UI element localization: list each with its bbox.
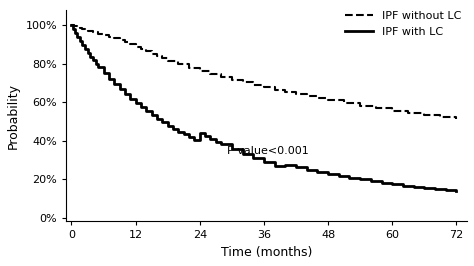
IPF with LC <box>69 23 74 27</box>
IPF without LC <box>85 28 91 31</box>
IPF with LC <box>304 168 310 171</box>
IPF without LC <box>374 107 379 110</box>
IPF with LC <box>72 31 78 34</box>
IPF without LC <box>144 49 149 53</box>
IPF with LC <box>133 101 138 105</box>
IPF without LC <box>101 34 107 37</box>
IPF without LC <box>186 63 192 66</box>
Line: IPF with LC: IPF with LC <box>72 25 456 191</box>
IPF with LC <box>454 189 459 192</box>
IPF without LC <box>454 118 459 121</box>
IPF with LC <box>411 186 417 189</box>
IPF without LC <box>69 23 74 27</box>
Text: P value<0.001: P value<0.001 <box>227 146 308 156</box>
IPF without LC <box>82 27 88 30</box>
IPF with LC <box>357 176 363 179</box>
Line: IPF without LC: IPF without LC <box>72 25 456 119</box>
X-axis label: Time (months): Time (months) <box>221 246 312 259</box>
Y-axis label: Probability: Probability <box>7 82 20 148</box>
IPF with LC <box>72 27 78 30</box>
Legend: IPF without LC, IPF with LC: IPF without LC, IPF with LC <box>341 7 465 41</box>
